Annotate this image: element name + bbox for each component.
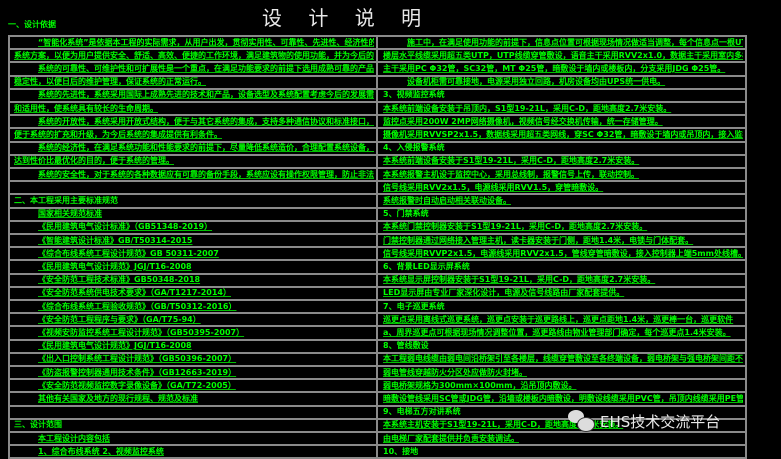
right-note-row: 3、视频监控系统 (383, 90, 445, 100)
wechat-icon (568, 410, 595, 432)
right-note-row: 本系统门禁控制器安装于S1型19-21L，采用C-D，距地高度2.7米安装。 (383, 222, 648, 232)
left-note-row: 《出入口控制系统工程设计规范》（GB50396-2007） (38, 354, 237, 364)
column-divider (8, 35, 10, 459)
right-note-row: 摄像机采用RVVSP2x1.5，数据线采用超五类网线，穿SC Φ32管，暗敷设于… (383, 129, 743, 139)
left-note-row: 其他有关国家及地方的现行规程、规范及标准 (38, 393, 198, 403)
right-note-row: 本系统前端设备安装于吊顶内，S1型19-21L，采用C-D，距地高度2.7米安装… (383, 103, 672, 113)
right-note-row: 巡更点采用离线式巡更系统，巡更点安装于巡更路线上，巡更点距地1.4米，巡更棒一台… (383, 314, 734, 324)
right-note-row: 本工程弱电线缆由弱电间沿桥架引至各楼层，线缆穿管敷设至各终端设备，弱电桥架与强电… (383, 354, 743, 364)
right-note-row: 10、接地 (383, 446, 419, 456)
left-note-row: 《安全防范系统供电技术要求》（GA/T1217-2014） (38, 288, 231, 298)
left-note-row: 二、本工程采用主要标准规范 (14, 195, 118, 205)
right-note-row: 4、入侵报警系统 (383, 143, 445, 153)
left-note-row: 国家相关规范标准 (38, 209, 102, 219)
right-note-row: 楼层水平线缆采用超五类UTP，UTP线缆穿管敷设，语音主干采用RVV2x1.0，… (383, 50, 743, 60)
left-note-row: 达到性价比最优化的目的，便于系统的管理。 (14, 156, 174, 166)
right-note-row: LED显示屏由专业厂家深化设计，电源及信号线路由厂家配套提供。 (383, 288, 625, 298)
left-note-row: 《民用建筑电气设计规范》JGJ/T16-2008 (38, 341, 192, 351)
watermark: EHS技术交流平台 (568, 410, 720, 432)
column-divider (376, 35, 378, 459)
right-note-row: 门禁控制器通过网络接入管理主机，读卡器安装于门侧，距地1.4米，电锁与门体配套。 (383, 235, 694, 245)
right-note-row: 系统报警时自动启动相关联动设备。 (383, 195, 511, 205)
left-note-row: 和适用性，使系统具有较长的生命周期。 (14, 103, 158, 113)
right-note-row: 弱电桥架规格为300mm×100mm，沿吊顶内敷设。 (383, 380, 577, 390)
left-note-row: 1、综合布线系统 2、视频监控系统 (38, 446, 164, 456)
right-note-row: 由电梯厂家配套提供并负责安装调试。 (383, 433, 519, 443)
left-note-row: 系统的安全性，对于系统的各种数据应有可靠的备份手段，系统应设有操作权限管理，防止… (38, 169, 374, 179)
right-note-row: 弱电管线穿越防火分区处应做防火封堵。 (383, 367, 527, 377)
section-heading-design-basis: 一、设计依据 (8, 20, 56, 29)
left-note-row: 系统的可靠性、可维护性和可扩展性是一个重点，在满足功能要求的前提下选用成熟可靠的… (38, 63, 374, 73)
left-note-row: 《智能建筑设计标准》GB/T50314-2015 (38, 235, 193, 245)
left-note-row: 系统的经济性，在满足系统功能和性能要求的前提下，尽量降低系统造价，合理配置系统设… (38, 143, 374, 153)
watermark-text: EHS技术交流平台 (600, 412, 721, 431)
left-note-row: 《安全防范工程程序与要求》（GA/T75-94） (38, 314, 201, 324)
left-note-row: 《安全防范工程技术标准》GB50348-2018 (38, 275, 201, 285)
left-note-row: 《综合布线系统工程验收规范》（GB/T50312-2016） (38, 301, 237, 311)
right-note-row: 5、门禁系统 (383, 209, 429, 219)
right-note-row: 本系统显示屏控制器安装于S1型19-21L，采用C-D，距地高度2.7米安装。 (383, 275, 656, 285)
right-note-row: 6、背景LED显示屏系统 (383, 261, 470, 271)
right-note-row: 本系统前端设备安装于S1型19-21L，采用C-D，距地高度2.7米安装。 (383, 156, 640, 166)
right-note-row: 监控点采用200W 2MP网络摄像机，视频信号经交换机传输，统一存储管理。 (383, 116, 663, 126)
right-note-row: 本系统主机安装于S1型19-21L，采用C-D，距地高度2.7米安装。 (383, 420, 624, 430)
left-note-row: 稳定性，以便日后的维护管理，保证系统的正常运行。 (14, 77, 206, 87)
right-note-row: a、周界巡更点可根据现场情况调整位置，巡更路线由物业管理部门确定，每个巡更点1.… (383, 327, 731, 337)
left-note-row: 本工程设计内容包括 (38, 433, 110, 443)
left-note-row: 《综合布线系统工程设计规范》GB 50311-2007 (38, 248, 219, 258)
right-note-row: 8、管线敷设 (383, 341, 429, 351)
left-note-row: 系统的开放性，系统采用开放式结构，便于与其它系统的集成，支持多种通信协议和标准接… (38, 116, 374, 126)
drawing-title: 设 计 说 明 (262, 6, 432, 30)
right-note-row: 设备机柜需可靠接地，电源采用独立回路，机房设备均由UPS统一供电。 (407, 77, 666, 87)
column-divider (745, 35, 747, 459)
left-note-row: 系统方案，以便为用户提供安全、舒适、高效、便捷的工作环境，满足建筑物的使用功能，… (14, 50, 374, 60)
left-note-row: “智能化系统”是依据本工程的实际需求，从用户出发，贯彻实用性、可靠性、先进性、经… (38, 37, 374, 47)
right-note-row: 主干采用PC Φ32管，SC32管，MT Φ25管，暗敷设于墙内或楼板内，分支采… (383, 63, 726, 73)
left-note-row: 便于系统的扩充和升级，为今后系统的集成提供有利条件。 (14, 129, 222, 139)
left-note-row: 系统的先进性，系统采用国际上成熟先进的技术和产品，设备选型及系统配置考虑今后的发… (38, 90, 374, 100)
right-note-row: 信号线采用RVVP2x1.5，电源线采用RVV2x1.5，管线穿管暗敷设，接入控… (383, 248, 743, 258)
left-note-row: 《民用建筑电气设计标准》（GB51348-2019） (38, 222, 213, 232)
right-note-row: 9、电梯五方对讲系统 (383, 407, 461, 417)
left-note-row: 三、设计范围 (14, 420, 62, 430)
right-note-row: 暗敷设管线采用SC管或JDG管，沿墙或楼板内暗敷设，明敷设线缆采用PVC管，吊顶… (383, 393, 743, 403)
left-note-row: 《安全防范视频监控数字录像设备》（GA/T72-2005） (38, 380, 236, 390)
right-note-row: 7、电子巡更系统 (383, 301, 445, 311)
left-note-row: 《民用建筑电气设计规范》JGJ/T16-2008 (38, 261, 192, 271)
left-note-row: 《视频安防监控系统工程设计规范》（GB50395-2007） (38, 327, 245, 337)
right-note-row: 信号线采用RVV2x1.5，电源线采用RVV1.5，穿管暗敷设。 (383, 182, 604, 192)
left-note-row: 《防盗报警控制器通用技术条件》（GB12663-2019） (38, 367, 237, 377)
right-note-row: 施工中，在满足使用功能的前提下，信息点位置可根据现场情况做适当调整，每个信息点一… (407, 37, 743, 47)
right-note-row: 本系统报警主机设于监控中心，采用总线制，报警信号上传，联动控制。 (383, 169, 639, 179)
